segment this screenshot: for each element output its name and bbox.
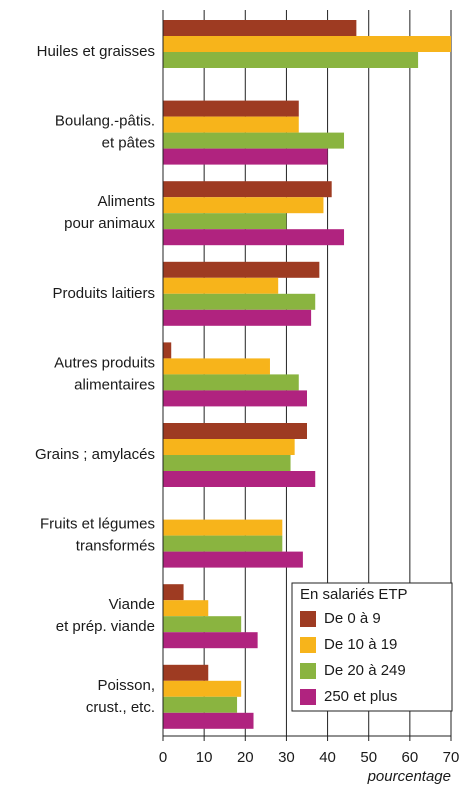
legend-label: 250 et plus [324,688,397,705]
bar [163,616,242,633]
legend-box [291,582,453,712]
legend-label: De 10 à 19 [324,636,397,653]
category-label: Poisson, crust., etc. [86,677,155,716]
category-line: Viande [109,596,155,613]
bar [163,680,242,697]
x-axis-label: pourcentage [367,768,451,785]
category-line: Aliments [97,193,155,210]
category-label: Produits laitiers [52,285,155,302]
legend-swatch [300,611,316,627]
bar [163,455,291,471]
x-tick-label: 50 [360,749,377,766]
bar [163,148,328,165]
legend-swatch [300,689,316,705]
category-line: Produits laitiers [52,285,155,302]
bar [163,358,270,375]
bar [163,439,295,455]
bar [163,519,283,536]
legend-label: De 20 à 249 [324,662,406,679]
category-label: Autres produits alimentaires [54,354,155,393]
category-line: transformés [76,538,155,555]
bar [163,696,238,713]
category-label: Huiles et graisses [37,43,155,60]
x-tick-label: 60 [402,749,419,766]
category-label: Aliments pour animaux [64,193,155,232]
x-tick-label: 10 [196,749,213,766]
bar [163,535,283,552]
bar [163,664,209,681]
category-label: Grains ; amylacés [35,446,155,463]
bar [163,293,316,310]
category-line: crust., etc. [86,699,155,716]
bar [163,309,312,326]
category-line: Poisson, [97,677,155,694]
category-line: et pâtes [102,135,155,152]
category-label: Viande et prép. viande [56,596,155,635]
category-line: alimentaires [74,376,155,393]
x-tick-label: 40 [319,749,336,766]
bar [163,52,419,68]
legend-label: De 0 à 9 [324,610,381,627]
bar [163,277,279,294]
x-tick-label: 70 [443,749,460,766]
bar [163,423,307,439]
bar [163,471,316,487]
category-line: Fruits et légumes [40,516,155,533]
bar [163,261,320,278]
bar [163,229,345,246]
category-line: Grains ; amylacés [35,446,155,463]
bar [163,600,209,617]
category-line: pour animaux [64,215,155,232]
bar [163,584,184,601]
bar [163,374,299,391]
bar [163,36,451,52]
x-tick-label: 30 [278,749,295,766]
category-line: Boulang.-pâtis. [55,113,155,130]
legend-swatch [300,663,316,679]
bar [163,712,254,729]
bar [163,632,258,649]
category-label: Boulang.-pâtis. et pâtes [55,113,155,152]
x-tick-label: 0 [159,749,167,766]
category-line: Huiles et graisses [37,43,155,60]
category-line: Autres produits [54,354,155,371]
bar [163,390,307,407]
bar [163,20,357,36]
bar [163,116,299,133]
category-line: et prép. viande [56,618,155,635]
bar [163,551,303,568]
bar [163,213,287,230]
bar [163,197,324,214]
legend-swatch [300,637,316,653]
bar [163,342,172,359]
legend-title: En salariés ETP [300,586,408,603]
bar [163,100,299,117]
x-tick-label: 20 [237,749,254,766]
category-label: Fruits et légumes transformés [40,516,155,555]
bar [163,132,345,149]
bar [163,181,332,198]
